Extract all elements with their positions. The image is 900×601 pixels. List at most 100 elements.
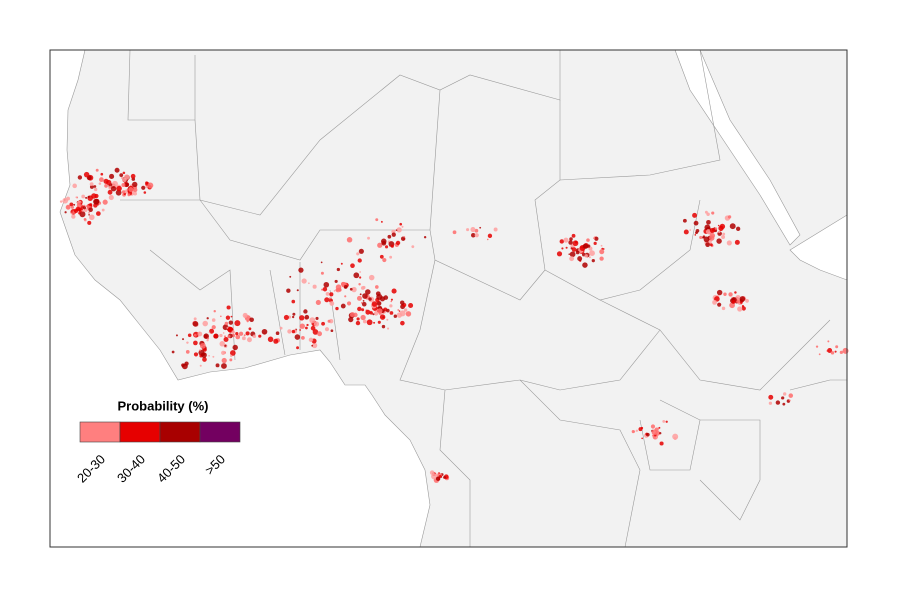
probability-spot — [371, 301, 378, 307]
probability-spot — [212, 355, 215, 358]
probability-spot — [186, 341, 189, 344]
probability-spot — [122, 171, 126, 175]
probability-spot — [64, 211, 67, 214]
probability-spot — [350, 263, 355, 269]
probability-spot — [487, 233, 493, 238]
probability-spot — [693, 220, 699, 226]
probability-spot — [193, 352, 199, 357]
probability-spot — [246, 320, 249, 323]
probability-spot — [452, 230, 457, 235]
probability-spot — [408, 302, 414, 308]
probability-spot — [85, 196, 88, 199]
probability-spot — [311, 344, 314, 347]
probability-spot — [788, 399, 791, 402]
probability-spot — [722, 232, 726, 236]
probability-spot — [721, 306, 726, 311]
probability-spot — [721, 235, 726, 239]
probability-spot — [334, 279, 338, 283]
probability-spot — [372, 313, 375, 316]
probability-spot — [229, 358, 233, 362]
probability-spot — [115, 189, 122, 196]
probability-spot — [705, 229, 711, 235]
probability-spot — [486, 238, 489, 241]
probability-spot — [221, 357, 227, 364]
probability-spot — [124, 182, 130, 187]
probability-spot — [362, 293, 368, 299]
probability-spot — [299, 315, 305, 321]
probability-spot — [646, 432, 650, 437]
probability-spot — [315, 316, 319, 320]
probability-spot — [283, 314, 289, 320]
probability-spot — [594, 236, 599, 241]
probability-spot — [320, 271, 324, 275]
probability-spot — [662, 419, 666, 423]
probability-spot — [247, 337, 252, 343]
probability-spot — [694, 234, 697, 236]
probability-spot — [238, 331, 244, 336]
probability-spot — [565, 246, 568, 249]
probability-spot — [699, 235, 703, 240]
probability-spot — [203, 333, 209, 339]
probability-spot — [382, 257, 387, 263]
probability-spot — [229, 354, 233, 358]
probability-spot — [399, 222, 403, 226]
probability-spot — [727, 215, 732, 219]
probability-spot — [311, 342, 318, 349]
probability-spot — [586, 238, 590, 242]
probability-spot — [292, 312, 296, 316]
probability-spot — [379, 254, 384, 259]
probability-spot — [373, 311, 379, 316]
probability-spot — [600, 244, 603, 247]
probability-spot — [375, 218, 379, 222]
probability-spot — [299, 329, 302, 331]
probability-spot — [493, 227, 498, 232]
probability-spot — [659, 432, 662, 435]
probability-spot — [443, 475, 446, 479]
probability-spot — [76, 202, 82, 208]
probability-spot — [782, 402, 786, 406]
probability-spot — [100, 172, 104, 176]
probability-spot — [739, 296, 746, 302]
probability-spot — [588, 256, 591, 259]
probability-spot — [683, 229, 689, 235]
legend-swatch — [79, 421, 121, 443]
probability-spot — [380, 220, 383, 223]
probability-spot — [89, 203, 93, 207]
probability-spot — [399, 300, 405, 305]
probability-spot — [474, 228, 479, 233]
probability-spot — [387, 327, 390, 330]
probability-spot — [301, 336, 305, 340]
probability-spot — [782, 392, 787, 396]
probability-spot — [296, 346, 300, 350]
probability-spot — [381, 324, 386, 329]
probability-spot — [386, 308, 390, 313]
probability-spot — [706, 219, 711, 225]
probability-spot — [709, 235, 715, 241]
probability-spot — [171, 350, 175, 354]
probability-spot — [303, 309, 308, 314]
probability-spot — [71, 214, 76, 219]
probability-spot — [734, 291, 737, 294]
probability-spot — [315, 299, 321, 306]
probability-spot — [393, 314, 398, 318]
probability-spot — [387, 234, 392, 239]
probability-spot — [775, 400, 781, 405]
probability-spot — [359, 293, 362, 296]
probability-spot — [403, 308, 408, 312]
probability-spot — [362, 299, 365, 302]
probability-spot — [220, 315, 222, 318]
probability-spot — [396, 227, 402, 233]
probability-spot — [729, 223, 736, 230]
probability-spot — [81, 209, 84, 212]
probability-spot — [224, 335, 226, 338]
probability-spot — [258, 334, 262, 338]
probability-spot — [329, 292, 334, 297]
probability-spot — [731, 300, 736, 304]
probability-spot — [360, 314, 366, 321]
probability-spot — [235, 334, 241, 340]
probability-spot — [716, 238, 722, 244]
probability-spot — [389, 304, 393, 308]
probability-spot — [133, 191, 137, 196]
probability-spot — [706, 212, 710, 216]
probability-spot — [438, 472, 440, 474]
